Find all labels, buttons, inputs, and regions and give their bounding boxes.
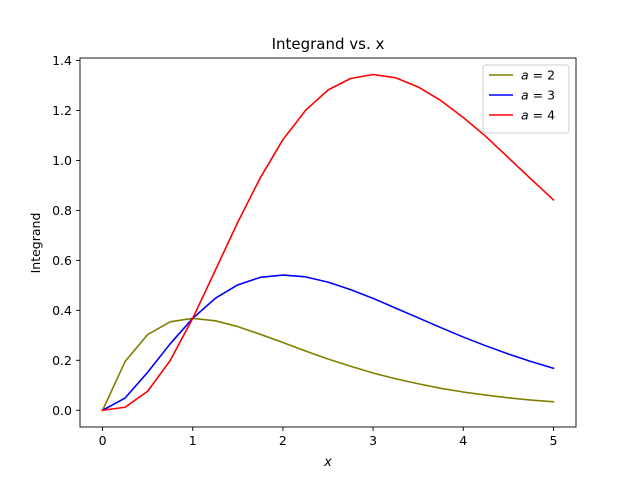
series-line-1: [101, 317, 555, 412]
legend-box: [482, 64, 570, 134]
y-tick-label: 0.8: [52, 203, 72, 218]
x-axis-label: x: [323, 455, 332, 470]
x-tick-label: 3: [369, 433, 377, 448]
legend-label: a = 4: [521, 108, 555, 123]
y-tick-label: 1.0: [52, 153, 72, 168]
plot-area: [79, 57, 577, 428]
x-tick-label: 4: [459, 433, 467, 448]
y-tick-label: 0.6: [52, 253, 72, 268]
legend: a = 2 a = 3 a = 4: [482, 64, 570, 134]
y-tick-label: 0.2: [52, 353, 72, 368]
y-tick-label: 1.2: [52, 103, 72, 118]
chart-title: Integrand vs. x: [272, 35, 385, 53]
x-tick-label: 0: [99, 433, 107, 448]
x-axis: 0 1 2 3 4 5: [99, 427, 557, 448]
series-line-3: [101, 73, 555, 412]
axes-frame: [79, 57, 577, 428]
legend-label: a = 2: [521, 68, 555, 83]
y-tick-label: 0.0: [52, 403, 72, 418]
y-tick-label: 1.4: [52, 53, 72, 68]
y-axis: 0.0 0.2 0.4 0.6 0.8 1.0 1.2 1.4: [52, 53, 80, 418]
x-tick-label: 1: [189, 433, 197, 448]
series-line-2: [101, 274, 555, 412]
x-tick-label: 5: [549, 433, 557, 448]
x-tick-label: 2: [279, 433, 287, 448]
y-tick-label: 0.4: [52, 303, 72, 318]
legend-label: a = 3: [521, 88, 555, 103]
y-axis-label: Integrand: [28, 213, 43, 274]
